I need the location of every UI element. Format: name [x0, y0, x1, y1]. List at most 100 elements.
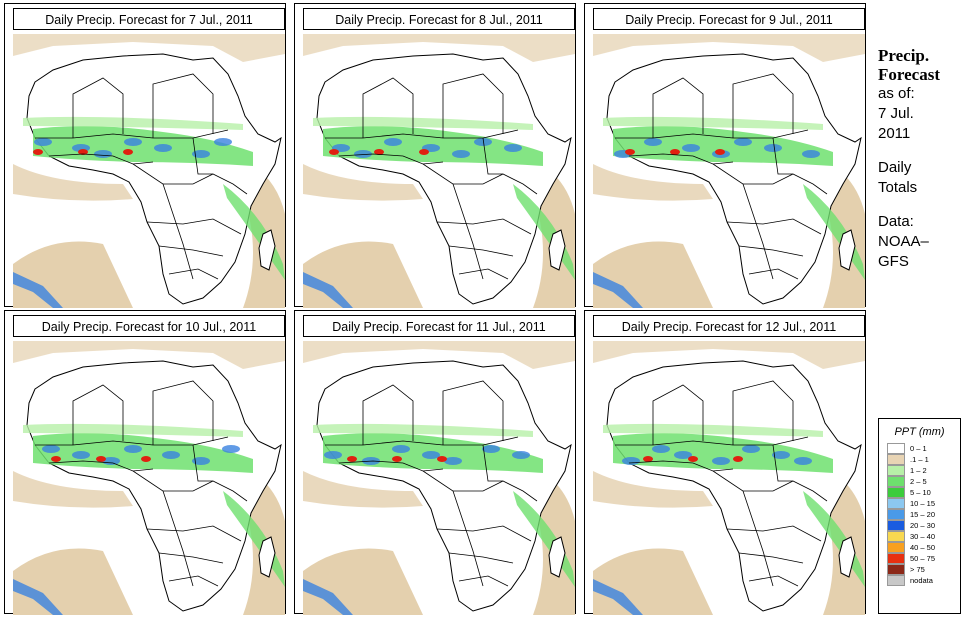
panel-title: Daily Precip. Forecast for 10 Jul., 2011: [13, 315, 285, 337]
precip-legend: PPT (mm) 0 – 1 .1 – 1 1 – 2 2 – 5 5 – 10 10 –…: [878, 418, 961, 614]
country-border: [482, 444, 503, 482]
country-border: [132, 470, 194, 587]
heavy-rain-cell: [670, 149, 680, 155]
country-border: [726, 218, 822, 235]
africa-land: [316, 360, 572, 612]
country-border: [48, 460, 154, 472]
country-border: [158, 552, 224, 564]
legend-item: nodata: [887, 575, 960, 586]
rain-cell: [162, 451, 180, 459]
legend-swatch: [887, 520, 905, 531]
legend-item: 15 – 20: [887, 509, 960, 520]
rain-band-light: [603, 423, 823, 437]
madagascar: [548, 536, 566, 578]
legend-item: 30 – 40: [887, 531, 960, 542]
light-rain-area: [303, 341, 575, 369]
africa-land: [26, 53, 282, 305]
light-rain-area: [303, 471, 423, 508]
light-rain-area: [593, 471, 713, 508]
country-border: [652, 384, 704, 445]
precip-map: [13, 34, 285, 308]
heavy-rain-cell: [392, 456, 402, 462]
precip-map-svg: [13, 34, 285, 308]
country-border: [458, 268, 509, 280]
africa-land: [606, 360, 862, 612]
legend-label: 30 – 40: [910, 532, 936, 541]
precip-map-svg: [13, 341, 285, 615]
country-border: [436, 525, 532, 542]
country-border: [615, 129, 809, 139]
light-rain-area: [303, 164, 423, 201]
precip-map: [13, 341, 285, 615]
legend-item: .1 – 1: [887, 454, 960, 465]
legend-swatch: [887, 487, 905, 498]
ocean-rain: [593, 579, 643, 615]
legend-label: nodata: [910, 576, 933, 585]
legend-item: 40 – 50: [887, 542, 960, 553]
ocean-rain: [303, 579, 353, 615]
light-rain-area: [593, 341, 865, 369]
madagascar: [258, 536, 276, 578]
legend-swatch: [887, 476, 905, 487]
africa-land: [606, 53, 862, 305]
country-border: [72, 384, 124, 445]
country-border: [158, 245, 224, 257]
country-border: [422, 163, 484, 280]
as-of-label: as of:: [878, 85, 915, 102]
heavy-rain-cell: [715, 149, 725, 155]
country-border: [738, 552, 804, 564]
legend-item: 50 – 75: [887, 553, 960, 564]
country-border: [132, 163, 194, 280]
rain-band-light: [313, 116, 533, 130]
rain-cell: [102, 457, 120, 465]
rain-cell: [772, 451, 790, 459]
rain-cell: [384, 138, 402, 146]
forecast-panel-jul7: Daily Precip. Forecast for 7 Jul., 2011: [4, 3, 286, 308]
country-border: [772, 137, 793, 175]
data-source-1: NOAA–: [878, 233, 929, 250]
legend-label: > 75: [910, 565, 925, 574]
heavy-rain-cell: [51, 456, 61, 462]
country-border: [732, 380, 794, 445]
rain-cell: [214, 138, 232, 146]
country-border: [738, 245, 804, 257]
light-rain-area: [593, 164, 713, 201]
rain-cell: [622, 457, 640, 465]
country-border: [732, 73, 794, 138]
totals-label: Totals: [878, 179, 918, 196]
rain-cell: [764, 144, 782, 152]
data-source-2: GFS: [878, 253, 909, 270]
country-border: [338, 460, 444, 472]
light-rain-area: [13, 341, 285, 369]
rain-cell: [324, 451, 342, 459]
legend-label: 1 – 2: [910, 466, 927, 475]
legend-title: PPT (mm): [894, 426, 945, 438]
legend-label: 20 – 30: [910, 521, 936, 530]
panel-title: Daily Precip. Forecast for 8 Jul., 2011: [303, 8, 575, 30]
legend-rows: 0 – 1 .1 – 1 1 – 2 2 – 5 5 – 10 10 – 15 15 – 2…: [879, 443, 960, 586]
heavy-rain-cell: [141, 456, 151, 462]
heavy-rain-cell: [643, 456, 653, 462]
rain-cell: [192, 150, 210, 158]
country-border: [458, 575, 509, 587]
country-border: [338, 153, 444, 165]
country-border: [325, 436, 519, 446]
legend-item: 2 – 5: [887, 476, 960, 487]
rain-cell: [512, 451, 530, 459]
rain-cell: [742, 445, 760, 453]
country-border: [726, 525, 822, 542]
legend-swatch: [887, 509, 905, 520]
heavy-rain-cell: [374, 149, 384, 155]
as-of-date: 7 Jul.: [878, 105, 914, 122]
rain-cell: [154, 144, 172, 152]
country-border: [748, 575, 799, 587]
heavy-rain-cell: [33, 149, 43, 155]
rain-cell: [794, 457, 812, 465]
madagascar: [548, 229, 566, 271]
heavy-rain-cell: [419, 149, 429, 155]
legend-swatch: [887, 498, 905, 509]
country-border: [772, 444, 793, 482]
rain-cell: [34, 138, 52, 146]
legend-swatch: [887, 454, 905, 465]
rain-cell: [124, 445, 142, 453]
